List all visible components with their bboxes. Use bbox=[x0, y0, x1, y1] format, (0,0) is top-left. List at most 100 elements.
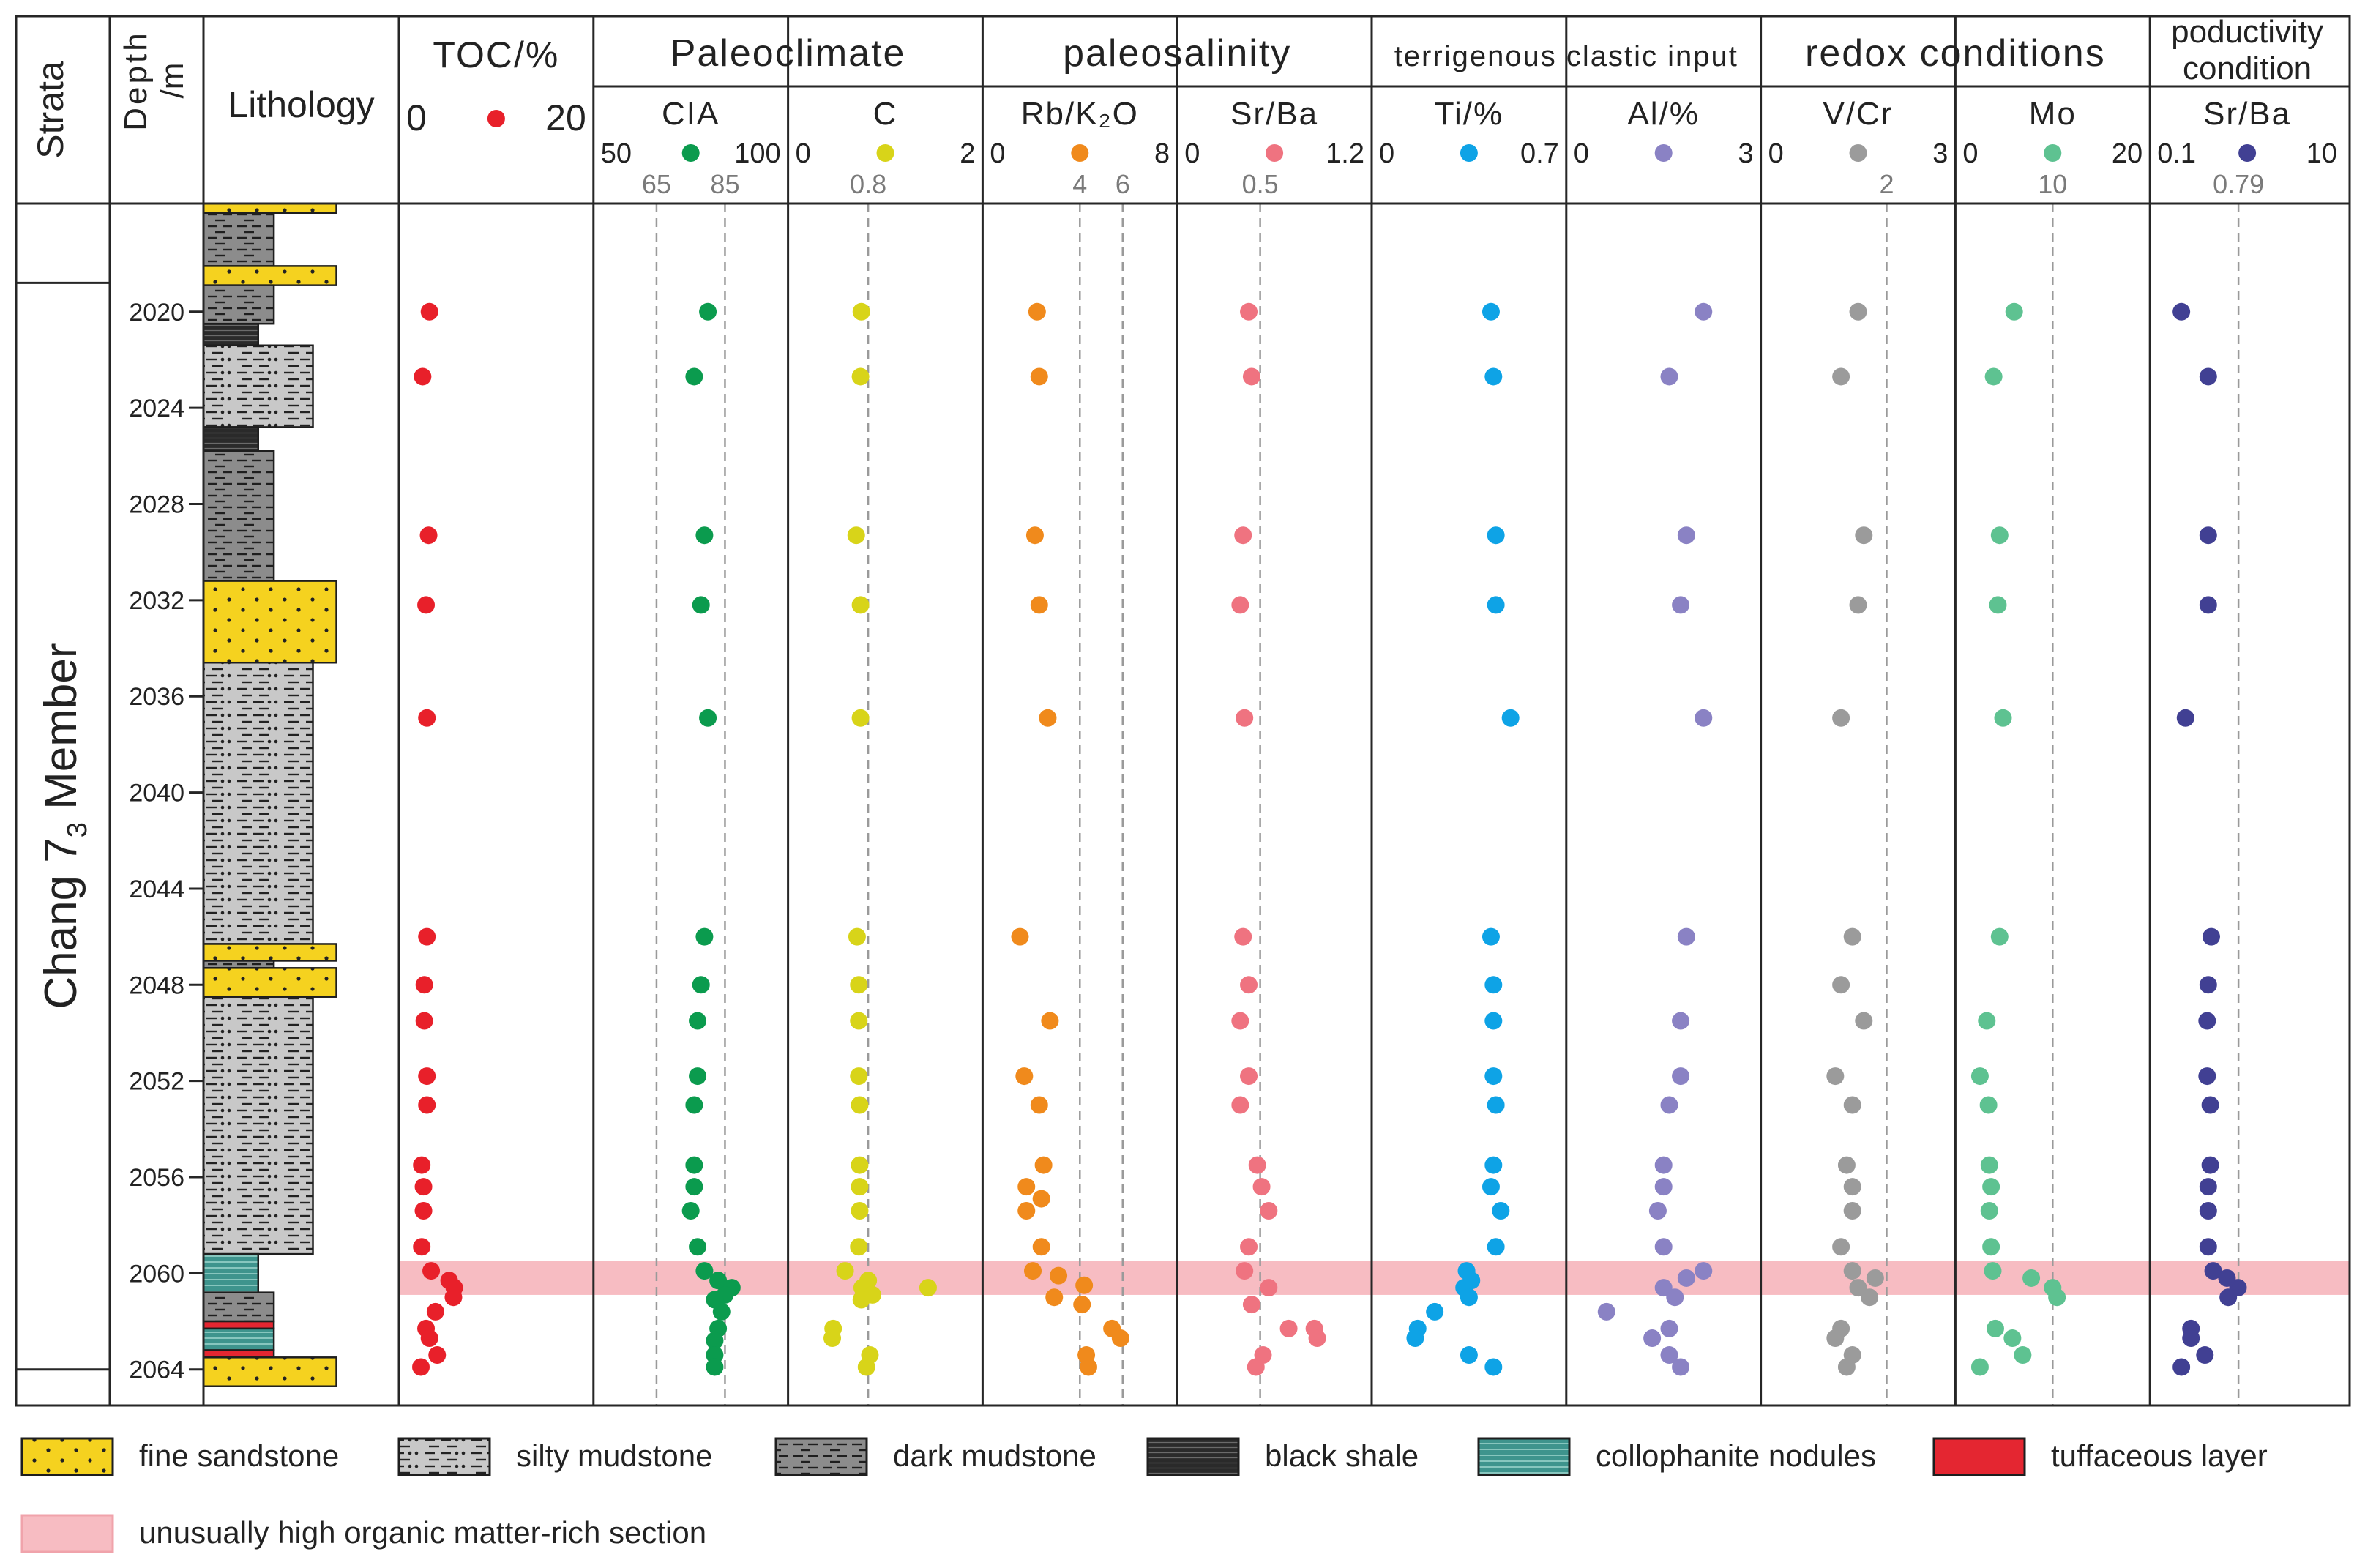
lithology-bed-fine-sandstone bbox=[202, 580, 337, 664]
data-point bbox=[851, 596, 870, 614]
column-title: Mo bbox=[2029, 96, 2077, 132]
depth-tick-label: 2060 bbox=[129, 1260, 184, 1288]
data-point bbox=[1487, 526, 1505, 545]
data-point bbox=[848, 927, 866, 946]
data-point bbox=[1017, 1201, 1036, 1220]
legend-dot bbox=[1654, 144, 1673, 162]
data-point bbox=[2014, 1346, 2032, 1364]
data-point bbox=[1837, 1156, 1856, 1174]
data-point bbox=[695, 927, 714, 946]
data-points-layer bbox=[412, 302, 2247, 1376]
data-point bbox=[1242, 1296, 1260, 1314]
data-point bbox=[426, 1302, 444, 1321]
data-point bbox=[2003, 1329, 2022, 1348]
column-title: Ti/% bbox=[1435, 96, 1503, 132]
data-point bbox=[2048, 1288, 2066, 1307]
data-point bbox=[2176, 709, 2194, 727]
data-point bbox=[1260, 1279, 1278, 1297]
data-point bbox=[851, 1156, 869, 1174]
data-point bbox=[1695, 1262, 1713, 1280]
depth-tick-label: 2032 bbox=[129, 587, 184, 615]
legend-dot bbox=[1266, 144, 1284, 162]
data-point bbox=[1990, 526, 2009, 545]
lithology-bed-dark-mudstone bbox=[202, 450, 275, 582]
data-point bbox=[1460, 1346, 1478, 1364]
data-point bbox=[1826, 1067, 1845, 1086]
data-point bbox=[1234, 526, 1252, 545]
axis-min-label: 0.1 bbox=[2157, 138, 2196, 169]
depth-tick-label: 2052 bbox=[129, 1068, 184, 1096]
data-point bbox=[1279, 1319, 1298, 1337]
data-point bbox=[1837, 1358, 1856, 1376]
data-point bbox=[1970, 1067, 1989, 1086]
data-point bbox=[2199, 1178, 2217, 1196]
axis-max-label: 20 bbox=[2112, 138, 2142, 169]
data-point bbox=[1242, 367, 1260, 386]
reference-value-label: 6 bbox=[1116, 169, 1130, 199]
data-point bbox=[1849, 596, 1867, 614]
data-point bbox=[2005, 302, 2023, 321]
data-point bbox=[418, 1096, 436, 1114]
data-point bbox=[1982, 1178, 2000, 1196]
reference-value-label: 2 bbox=[1879, 169, 1894, 199]
data-point bbox=[1979, 1096, 1998, 1114]
data-point bbox=[1654, 1178, 1673, 1196]
data-point bbox=[1980, 1156, 1998, 1174]
data-point bbox=[689, 1067, 707, 1086]
axis-max-label: 0.7 bbox=[1520, 138, 1559, 169]
data-point bbox=[1677, 1269, 1695, 1287]
data-point bbox=[1843, 1201, 1861, 1220]
data-point bbox=[852, 1291, 870, 1309]
reference-value-label: 85 bbox=[710, 169, 739, 199]
data-point bbox=[1240, 1067, 1258, 1086]
data-point bbox=[428, 1346, 447, 1364]
strata-unit-label: Chang 73 Member bbox=[36, 643, 93, 1009]
data-point bbox=[836, 1262, 854, 1280]
lithology-bed-dark-mudstone bbox=[202, 284, 275, 325]
column-title: Sr/Ba bbox=[1230, 96, 1318, 132]
column-title: V/Cr bbox=[1823, 96, 1894, 132]
data-point bbox=[685, 1156, 703, 1174]
lithology-bed-fine-sandstone bbox=[202, 967, 337, 998]
lithology-bed-dark-mudstone bbox=[202, 1291, 275, 1323]
data-point bbox=[706, 1346, 724, 1364]
axis-max-label: 3 bbox=[1738, 138, 1753, 169]
lithology-bed-silty-mudstone bbox=[202, 996, 314, 1255]
data-point bbox=[1484, 1067, 1503, 1086]
data-point bbox=[1487, 1096, 1505, 1114]
data-point bbox=[919, 1279, 937, 1297]
data-point bbox=[1460, 1288, 1478, 1307]
data-point bbox=[1660, 367, 1678, 386]
data-point bbox=[2199, 976, 2217, 994]
data-point bbox=[415, 976, 433, 994]
depth-tick-label: 2036 bbox=[129, 683, 184, 711]
header-labels-layer: Strata Depth/m Lithology Chang 73 Member TOC… bbox=[30, 14, 2337, 1009]
data-point bbox=[418, 927, 436, 946]
lithology-bed-black-shale bbox=[202, 322, 260, 347]
data-point bbox=[1111, 1329, 1129, 1348]
data-point bbox=[1252, 1178, 1271, 1196]
axis-max-label: 20 bbox=[545, 97, 586, 138]
data-point bbox=[685, 367, 703, 386]
group-title-toc: TOC/% bbox=[433, 34, 559, 75]
legend-dot bbox=[487, 110, 505, 127]
legend-label: unusually high organic matter-rich secti… bbox=[139, 1515, 706, 1550]
column-title: CIA bbox=[662, 96, 720, 132]
strata-header: Strata bbox=[30, 61, 71, 159]
axis-max-label: 1.2 bbox=[1326, 138, 1364, 169]
data-point bbox=[1236, 1262, 1254, 1280]
legend-dot bbox=[2044, 144, 2062, 162]
data-point bbox=[1990, 927, 2009, 946]
axis-min-label: 50 bbox=[601, 138, 632, 169]
reference-lines-layer bbox=[655, 204, 2240, 1405]
data-point bbox=[851, 1178, 869, 1196]
data-point bbox=[1484, 1012, 1503, 1030]
legend-swatch-highlight bbox=[20, 1514, 114, 1553]
column-title: Rb/K₂O bbox=[1021, 96, 1139, 132]
data-point bbox=[1032, 1190, 1050, 1208]
legend: fine sandstone silty mudstone dark mudston… bbox=[20, 1437, 2268, 1553]
reference-value-label: 4 bbox=[1072, 169, 1087, 199]
data-point bbox=[695, 1262, 714, 1280]
legend-dot bbox=[876, 144, 894, 162]
data-point bbox=[706, 1332, 724, 1350]
